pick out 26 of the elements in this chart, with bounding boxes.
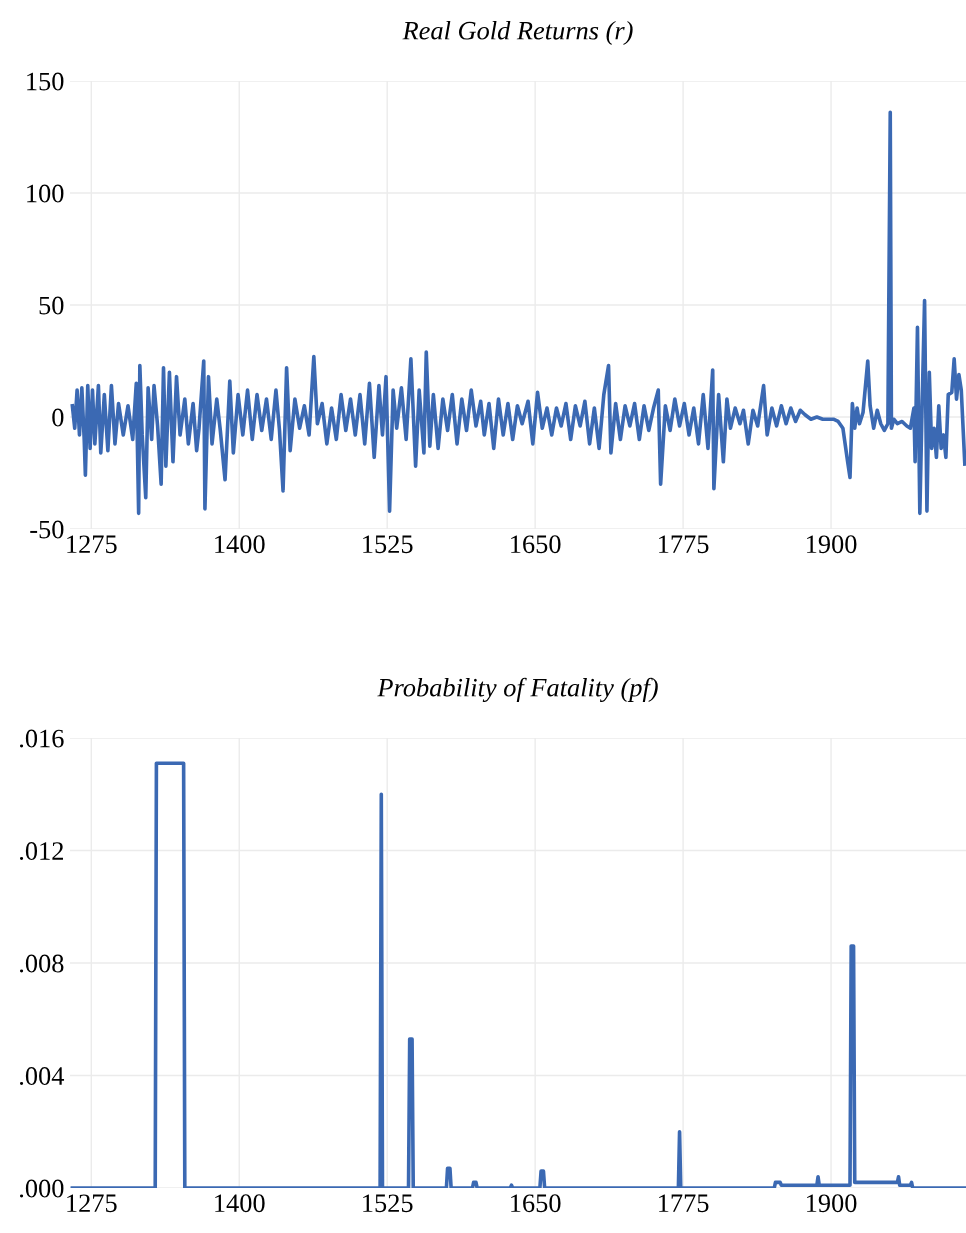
x-tick-label: 1775 [659, 1194, 709, 1213]
x-tick-label: 1400 [215, 535, 265, 554]
x-tick-label: 1525 [363, 1194, 413, 1213]
x-tick-label: 1525 [363, 535, 413, 554]
y-tick-label: 0 [52, 408, 64, 427]
x-tick-label: 1650 [511, 1194, 561, 1213]
y-tick-label: .008 [20, 954, 64, 973]
y-tick-label: 50 [39, 296, 64, 315]
line-series [70, 110, 966, 516]
chart-title: Real Gold Returns (r) [402, 21, 633, 45]
y-tick-label: -50 [30, 520, 64, 539]
y-tick-label: .012 [20, 842, 63, 861]
chart-title: Probability of Fatality (pf) [377, 677, 658, 703]
x-tick-label: 1400 [215, 1194, 265, 1213]
y-tick-label: .004 [20, 1067, 65, 1086]
x-tick-label: 1900 [807, 535, 857, 554]
x-tick-label: 1650 [511, 535, 561, 554]
line-series [70, 761, 966, 1188]
x-tick-label: 1900 [807, 1194, 857, 1213]
y-tick-label: .000 [20, 1179, 64, 1198]
y-tick-label: .016 [20, 729, 64, 748]
y-tick-label: 100 [27, 184, 64, 203]
x-tick-label: 1275 [67, 535, 117, 554]
x-tick-label: 1775 [659, 535, 709, 554]
y-tick-label: 150 [27, 72, 64, 91]
x-tick-label: 1275 [67, 1194, 117, 1213]
